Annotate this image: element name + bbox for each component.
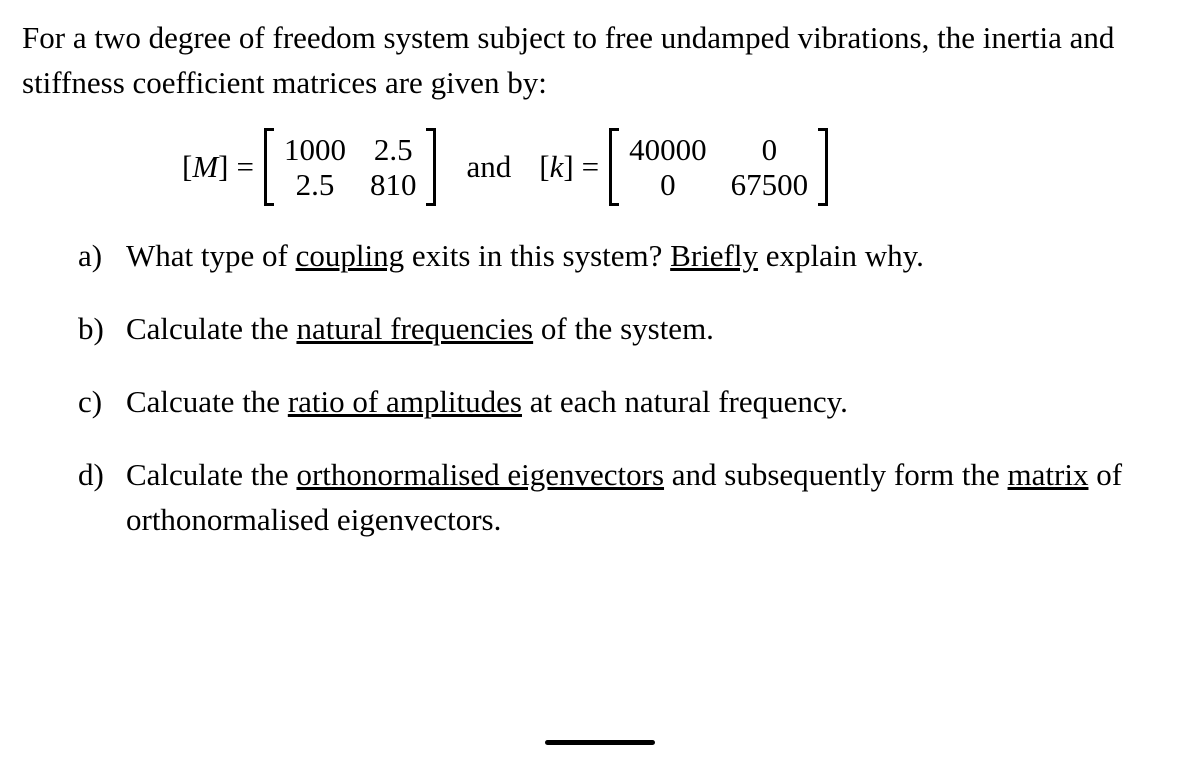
equation-line: [M] = 1000 2.5 2.5 810 and [k] = 40000 0…: [22, 128, 1172, 206]
footer-divider: [545, 740, 655, 745]
question-a: a) What type of coupling exits in this s…: [78, 234, 1172, 279]
qc-post1: at each natural frequency.: [522, 384, 848, 419]
qb-pre1: Calculate the: [126, 311, 296, 346]
k-matrix-right-bracket: [814, 128, 828, 206]
k-bracket-close: ]: [563, 151, 573, 182]
m-matrix: 1000 2.5 2.5 810: [264, 128, 437, 206]
qc-u1: ratio of amplitudes: [288, 384, 522, 419]
qd-pre1: Calculate the: [126, 457, 296, 492]
m-matrix-cells: 1000 2.5 2.5 810: [278, 128, 423, 206]
question-c-text: Calcuate the ratio of amplitudes at each…: [126, 380, 1172, 425]
k-cell-1-0: 0: [629, 169, 707, 200]
qa-post1: explain why.: [758, 238, 924, 273]
m-cell-1-1: 810: [370, 169, 417, 200]
k-symbol: k: [550, 151, 564, 182]
k-cell-0-1: 0: [731, 134, 809, 165]
question-d: d) Calculate the orthonormalised eigenve…: [78, 453, 1172, 543]
qd-u1: orthonormalised eigenvectors: [296, 457, 664, 492]
k-matrix-cells: 40000 0 0 67500: [623, 128, 814, 206]
question-a-text: What type of coupling exits in this syst…: [126, 234, 1172, 279]
and-word: and: [466, 151, 511, 182]
qd-mid1: and subsequently form the: [664, 457, 1008, 492]
m-symbol: M: [192, 151, 218, 182]
m-cell-0-0: 1000: [284, 134, 346, 165]
question-c: c) Calcuate the ratio of amplitudes at e…: [78, 380, 1172, 425]
question-b-label: b): [78, 307, 126, 352]
m-matrix-left-bracket: [264, 128, 278, 206]
question-b-text: Calculate the natural frequencies of the…: [126, 307, 1172, 352]
question-d-text: Calculate the orthonormalised eigenvecto…: [126, 453, 1172, 543]
question-c-label: c): [78, 380, 126, 425]
intro-text: For a two degree of freedom system subje…: [22, 16, 1172, 106]
k-cell-0-0: 40000: [629, 134, 707, 165]
page: For a two degree of freedom system subje…: [0, 0, 1200, 543]
m-matrix-right-bracket: [422, 128, 436, 206]
m-cell-1-0: 2.5: [284, 169, 346, 200]
m-cell-0-1: 2.5: [370, 134, 417, 165]
qa-u2: Briefly: [670, 238, 758, 273]
m-bracket-close: ]: [218, 151, 228, 182]
k-bracket-open: [: [539, 151, 549, 182]
question-b: b) Calculate the natural frequencies of …: [78, 307, 1172, 352]
qa-u1: coupling: [296, 238, 405, 273]
question-d-label: d): [78, 453, 126, 543]
qa-mid1: exits in this system?: [404, 238, 670, 273]
k-matrix-left-bracket: [609, 128, 623, 206]
k-matrix: 40000 0 0 67500: [609, 128, 828, 206]
k-cell-1-1: 67500: [731, 169, 809, 200]
qb-post1: of the system.: [533, 311, 714, 346]
equals-sign-2: =: [582, 151, 599, 182]
m-bracket-open: [: [182, 151, 192, 182]
qd-u2: matrix: [1008, 457, 1089, 492]
qa-pre1: What type of: [126, 238, 296, 273]
equals-sign-1: =: [236, 151, 253, 182]
question-a-label: a): [78, 234, 126, 279]
qc-pre1: Calcuate the: [126, 384, 288, 419]
qb-u1: natural frequencies: [296, 311, 533, 346]
question-list: a) What type of coupling exits in this s…: [22, 234, 1172, 543]
